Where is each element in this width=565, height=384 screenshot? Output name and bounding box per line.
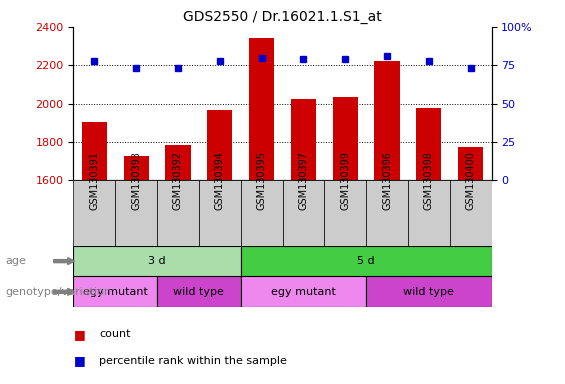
Text: genotype/variation: genotype/variation <box>6 287 112 297</box>
Bar <box>199 180 241 246</box>
Bar <box>241 246 492 276</box>
Bar <box>366 276 492 307</box>
Text: GSM130394: GSM130394 <box>215 151 225 210</box>
Bar <box>82 122 107 180</box>
Bar <box>291 99 316 180</box>
Text: age: age <box>6 256 27 266</box>
Text: GSM130391: GSM130391 <box>89 151 99 210</box>
Bar <box>458 147 483 180</box>
Bar <box>324 180 366 246</box>
Text: wild type: wild type <box>403 287 454 297</box>
Text: GSM130400: GSM130400 <box>466 151 476 210</box>
Bar <box>450 180 492 246</box>
Bar <box>124 157 149 180</box>
Bar <box>249 38 274 180</box>
Text: ■: ■ <box>73 354 85 367</box>
Bar <box>366 180 408 246</box>
Bar <box>73 246 241 276</box>
Text: GSM130398: GSM130398 <box>424 151 434 210</box>
Title: GDS2550 / Dr.16021.1.S1_at: GDS2550 / Dr.16021.1.S1_at <box>183 10 382 25</box>
Text: GSM130392: GSM130392 <box>173 151 183 210</box>
Bar <box>416 108 441 180</box>
Text: 3 d: 3 d <box>148 256 166 266</box>
Text: percentile rank within the sample: percentile rank within the sample <box>99 356 287 366</box>
Text: GSM130393: GSM130393 <box>131 151 141 210</box>
Bar <box>157 276 241 307</box>
Bar <box>241 180 282 246</box>
Text: ■: ■ <box>73 328 85 341</box>
Bar <box>166 145 190 180</box>
Bar <box>333 97 358 180</box>
Bar <box>115 180 157 246</box>
Bar <box>73 180 115 246</box>
Text: count: count <box>99 329 131 339</box>
Text: GSM130397: GSM130397 <box>298 151 308 210</box>
Text: egy mutant: egy mutant <box>271 287 336 297</box>
Bar <box>282 180 324 246</box>
Text: GSM130399: GSM130399 <box>340 151 350 210</box>
Text: GSM130396: GSM130396 <box>382 151 392 210</box>
Text: GSM130395: GSM130395 <box>257 151 267 210</box>
Bar <box>73 276 157 307</box>
Bar <box>375 61 399 180</box>
Bar <box>408 180 450 246</box>
Text: wild type: wild type <box>173 287 224 297</box>
Bar <box>241 276 366 307</box>
Text: egy mutant: egy mutant <box>83 287 147 297</box>
Bar <box>207 111 232 180</box>
Bar <box>157 180 199 246</box>
Text: 5 d: 5 d <box>357 256 375 266</box>
